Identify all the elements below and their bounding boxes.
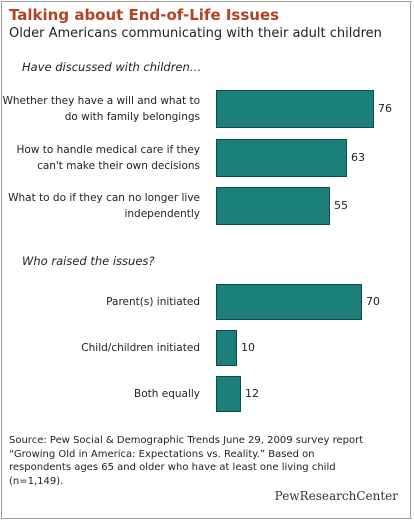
value-label: 70 [366, 295, 380, 308]
bar [216, 330, 237, 366]
value-label: 12 [245, 387, 259, 400]
value-label: 55 [334, 199, 348, 212]
category-label: Both equally [134, 388, 200, 400]
bar [216, 284, 362, 320]
source-note: Source: Pew Social & Demographic Trends … [9, 435, 364, 487]
bar [216, 139, 347, 177]
section-label: Who raised the issues? [22, 254, 155, 268]
category-label: Whether they have a will and what to do … [2, 95, 200, 123]
category-label: Parent(s) initiated [106, 296, 200, 308]
chart-title: Talking about End-of-Life Issues [9, 6, 280, 24]
category-label: Child/children initiated [81, 342, 200, 354]
bar [216, 187, 330, 225]
category-label: What to do if they can no longer live in… [8, 192, 200, 220]
section-label: Have discussed with children… [22, 60, 202, 74]
value-label: 63 [351, 151, 365, 164]
value-label: 10 [241, 341, 255, 354]
category-label: How to handle medical care if they can't… [16, 144, 200, 172]
bar [216, 90, 374, 128]
chart-subtitle: Older Americans communicating with their… [9, 26, 382, 41]
bar [216, 376, 241, 412]
pew-logo: PewResearchCenter [274, 489, 398, 503]
value-label: 76 [378, 102, 392, 115]
